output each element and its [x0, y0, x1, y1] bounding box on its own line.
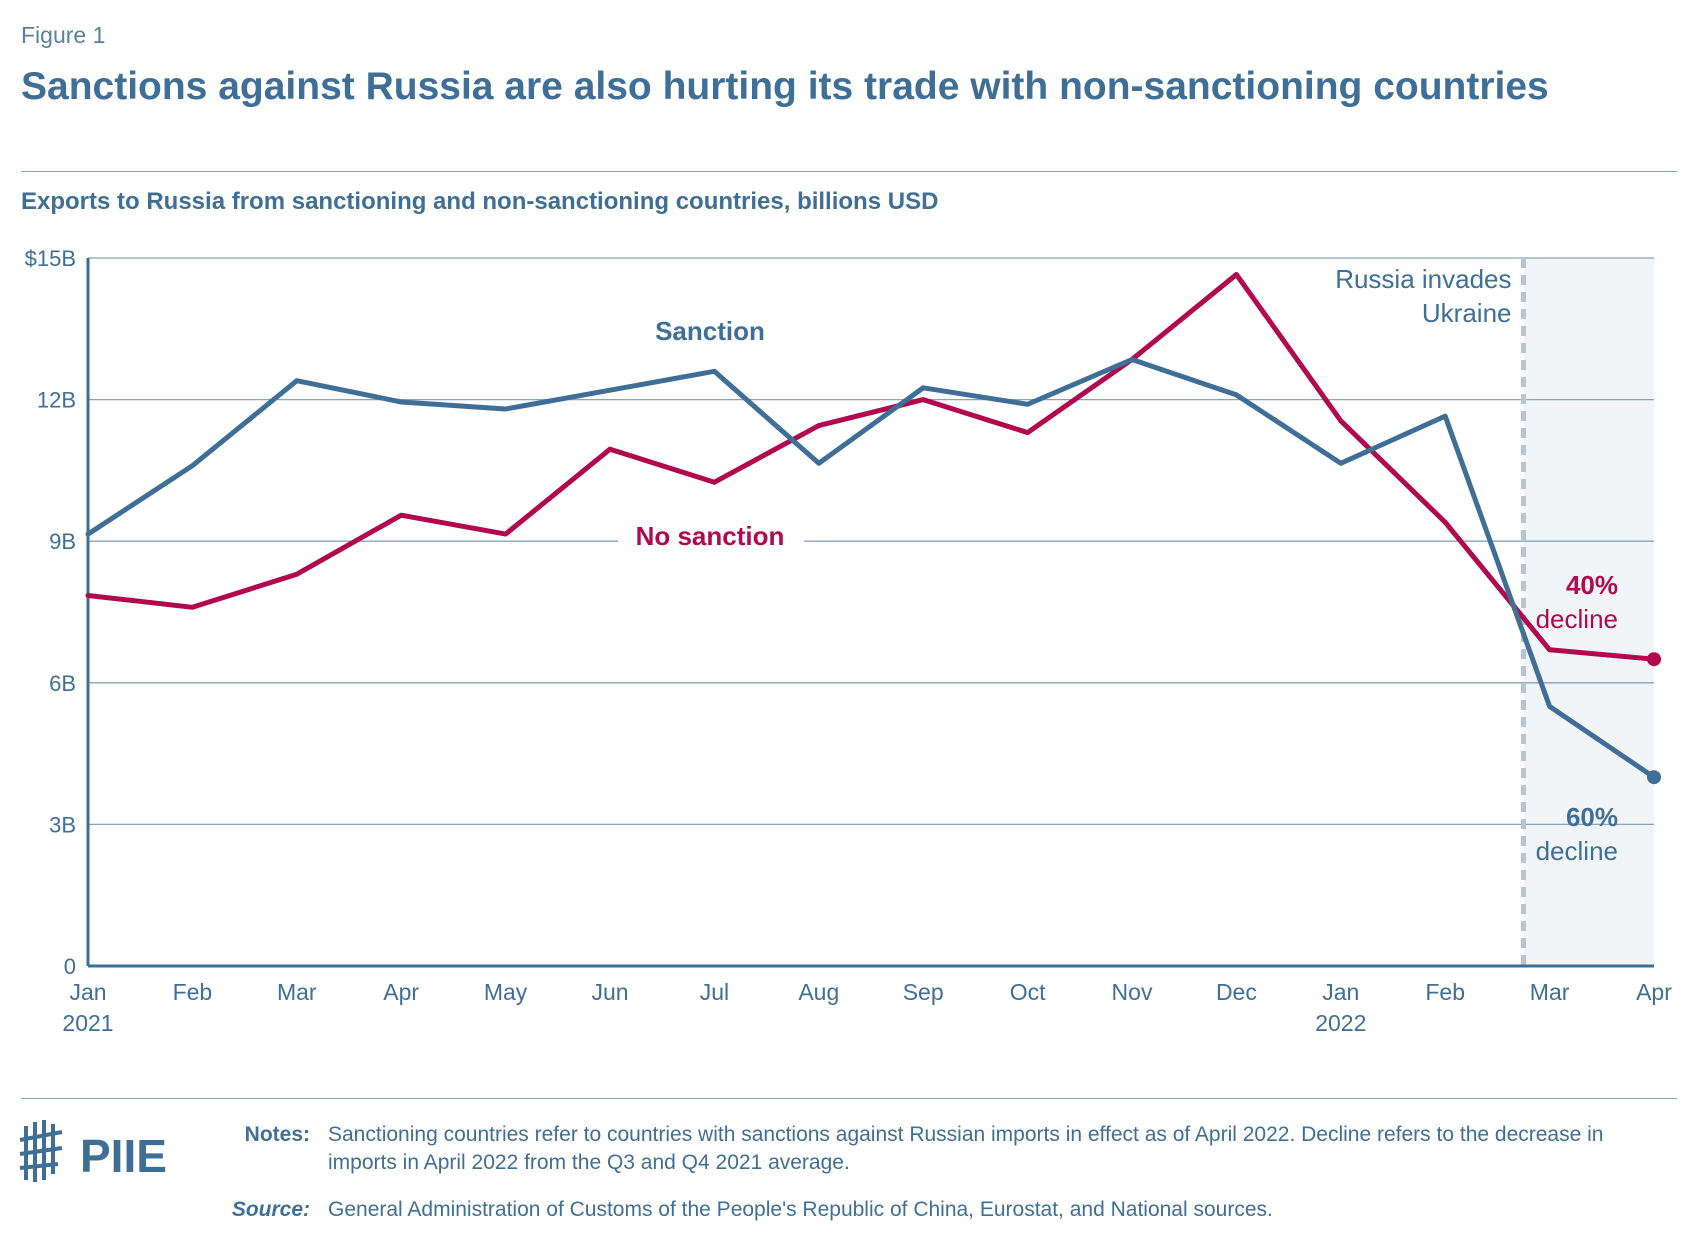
source-label: Source:	[231, 1198, 310, 1221]
figure-label: Figure 1	[21, 22, 106, 48]
y-tick-label: $15B	[25, 246, 76, 271]
y-tick-label: 0	[64, 954, 76, 979]
x-tick-label: Mar	[277, 979, 317, 1005]
x-tick-label: Jan	[1322, 979, 1359, 1005]
sanction-decline-text: decline	[1536, 836, 1618, 866]
x-tick-label: Aug	[798, 979, 839, 1005]
x-tick-year-label: 2021	[62, 1010, 113, 1036]
series-line-sanction	[85, 357, 1657, 780]
footer-divider	[21, 1098, 1677, 1099]
y-tick-label: 9B	[49, 529, 76, 554]
series-label-sanction: Sanction	[655, 316, 765, 346]
title-divider	[21, 171, 1677, 172]
no-sanction-decline-pct: 40%	[1566, 570, 1618, 600]
x-tick-year-label: 2022	[1315, 1010, 1366, 1036]
y-tick-label: 6B	[49, 671, 76, 696]
series-label-no-sanction: No sanction	[636, 521, 785, 551]
x-tick-label: Apr	[383, 979, 419, 1005]
notes-label: Notes:	[244, 1123, 310, 1146]
logo-wordmark: PIIE	[80, 1130, 167, 1182]
y-tick-label: 3B	[49, 812, 76, 837]
y-tick-label: 12B	[37, 388, 76, 413]
series-line-no-sanction	[85, 272, 1657, 662]
x-tick-label: May	[484, 979, 528, 1005]
x-tick-label: Feb	[173, 979, 213, 1005]
x-tick-label: Nov	[1112, 979, 1153, 1005]
x-tick-label: Mar	[1530, 979, 1570, 1005]
x-tick-label: Jun	[591, 979, 628, 1005]
series-end-marker	[1647, 652, 1661, 667]
x-tick-label: Sep	[903, 979, 944, 1005]
x-tick-label: Dec	[1216, 979, 1257, 1005]
series-end-marker	[1647, 770, 1661, 785]
post-invasion-shade	[1523, 258, 1654, 966]
x-tick-label: Oct	[1010, 979, 1046, 1005]
building-logo-icon	[19, 1120, 63, 1182]
no-sanction-decline-text: decline	[1536, 604, 1618, 634]
series-label-background	[618, 515, 804, 559]
x-tick-label: Feb	[1425, 979, 1465, 1005]
invasion-annotation: Russia invades	[1335, 264, 1511, 294]
notes-text: Sanctioning countries refer to countries…	[328, 1123, 1604, 1174]
line-chart: 0 3B 6B 9B 12B $15B Russia invades Ukraine Jan 20…	[25, 246, 1673, 1036]
x-tick-label: Jan	[69, 979, 106, 1005]
source-text: General Administration of Customs of the…	[328, 1198, 1273, 1221]
chart-subtitle: Exports to Russia from sanctioning and n…	[21, 188, 939, 215]
sanction-decline-pct: 60%	[1566, 802, 1618, 832]
invasion-annotation: Ukraine	[1422, 298, 1512, 328]
x-tick-label: Apr	[1636, 979, 1672, 1005]
chart-title: Sanctions against Russia are also hurtin…	[21, 65, 1549, 108]
x-tick-label: Jul	[700, 979, 729, 1005]
piie-logo: PIIE	[19, 1120, 167, 1182]
